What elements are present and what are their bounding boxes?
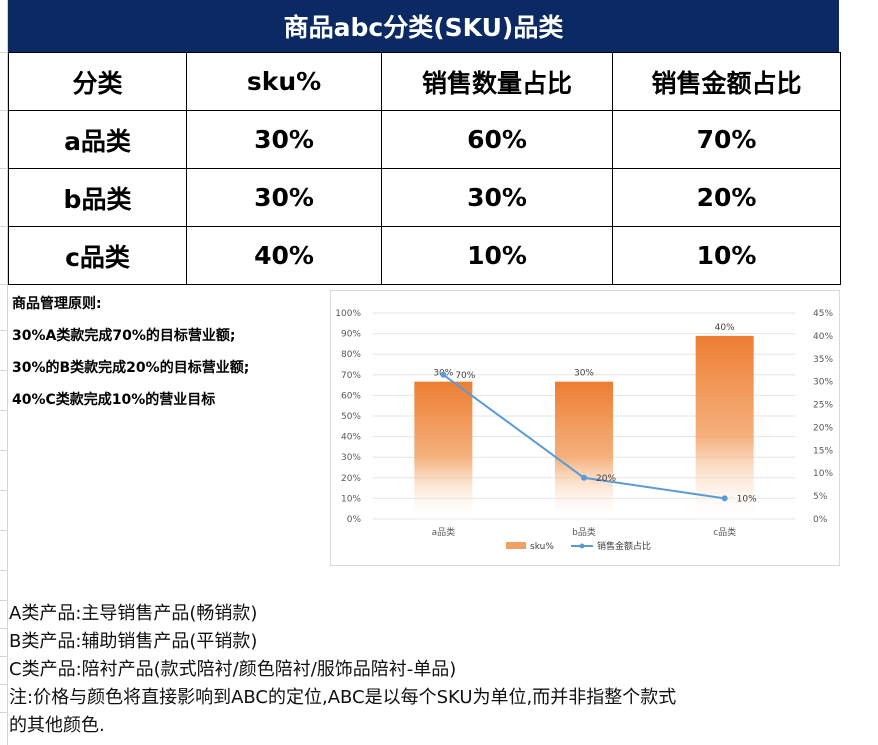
table-row: a品类 30% 60% 70% xyxy=(8,110,841,169)
sheet-title: 商品abc分类(SKU)品类 xyxy=(8,0,839,52)
y-right-tick-label: 5% xyxy=(813,492,828,502)
management-principles: 商品管理原则: 30%A类款完成70%的目标营业额; 30%的B类款完成20%的… xyxy=(12,296,249,424)
y-right-tick-label: 0% xyxy=(813,515,828,525)
y-right-tick-label: 25% xyxy=(813,401,833,411)
x-category-label: b品类 xyxy=(572,526,596,538)
line-point xyxy=(721,495,728,502)
y-left-tick-label: 10% xyxy=(341,494,361,504)
y-right-tick-label: 20% xyxy=(813,423,833,433)
line-point xyxy=(581,474,587,481)
legend-swatch-sku xyxy=(506,542,526,549)
line-data-label: 20% xyxy=(596,474,616,484)
header-cell[interactable]: 分类 xyxy=(8,52,187,111)
note-line[interactable]: B类产品:辅助销售产品(平销款) xyxy=(9,631,258,652)
table-cell[interactable]: 10% xyxy=(381,226,613,285)
legend-swatch-marker xyxy=(579,543,585,549)
x-category-label: c品类 xyxy=(713,526,736,538)
bar-sku xyxy=(555,381,613,519)
y-left-tick-label: 90% xyxy=(341,330,361,340)
y-left-tick-label: 70% xyxy=(341,371,361,381)
bar-data-label: 30% xyxy=(574,369,594,379)
header-cell[interactable]: sku% xyxy=(186,52,382,111)
bar-data-label: 40% xyxy=(715,323,735,333)
table-cell[interactable]: 70% xyxy=(612,110,841,169)
header-cell[interactable]: 销售金额占比 xyxy=(612,52,841,111)
y-left-tick-label: 20% xyxy=(341,474,361,484)
table-cell[interactable]: 30% xyxy=(186,110,382,169)
legend-label: sku% xyxy=(530,542,554,552)
y-left-tick-label: 80% xyxy=(341,350,361,360)
table-header-row: 分类 sku% 销售数量占比 销售金额占比 xyxy=(8,52,841,111)
table-row: c品类 40% 10% 10% xyxy=(8,226,841,285)
table-cell[interactable]: 30% xyxy=(186,168,382,227)
principle-line[interactable]: 30%A类款完成70%的目标营业额; xyxy=(12,328,236,344)
x-category-label: a品类 xyxy=(432,526,456,538)
abc-classification-table: 分类 sku% 销售数量占比 销售金额占比 a品类 30% 60% 70% b品… xyxy=(8,52,841,285)
table-cell[interactable]: c品类 xyxy=(8,226,187,285)
table-cell[interactable]: b品类 xyxy=(8,168,187,227)
y-left-tick-label: 60% xyxy=(341,391,361,401)
table-cell[interactable]: 60% xyxy=(381,110,613,169)
chart-svg: 0% 10% 20% 30% 40% 50% 60% 70% 80% 90% 100% 0% 5% 10%… xyxy=(335,309,833,552)
y-left-tick-label: 40% xyxy=(341,433,361,443)
note-line[interactable]: C类产品:陪衬产品(款式陪衬/颜色陪衬/服饰品陪衬-单品) xyxy=(9,659,457,680)
line-data-label: 10% xyxy=(737,494,757,504)
principles-heading[interactable]: 商品管理原则: xyxy=(12,296,102,312)
principle-line[interactable]: 30%的B类款完成20%的目标营业额; xyxy=(12,360,250,376)
category-notes: A类产品:主导销售产品(畅销款) B类产品:辅助销售产品(平销款) C类产品:陪… xyxy=(9,600,676,740)
y-right-tick-label: 40% xyxy=(813,332,833,342)
header-cell[interactable]: 销售数量占比 xyxy=(381,52,613,111)
line-point xyxy=(440,371,447,378)
combo-chart[interactable]: 0% 10% 20% 30% 40% 50% 60% 70% 80% 90% 100% 0% 5% 10%… xyxy=(330,290,840,566)
note-line[interactable]: 注:价格与颜色将直接影响到ABC的定位,ABC是以每个SKU为单位,而并非指整个… xyxy=(9,687,677,708)
y-right-tick-label: 45% xyxy=(813,309,833,319)
y-right-tick-label: 15% xyxy=(813,446,833,456)
table-row: b品类 30% 30% 20% xyxy=(8,168,841,227)
y-right-tick-label: 35% xyxy=(813,355,833,365)
spreadsheet-gridlines xyxy=(0,0,16,745)
table-cell[interactable]: 20% xyxy=(612,168,841,227)
table-cell[interactable]: a品类 xyxy=(8,110,187,169)
legend-label: 销售金额占比 xyxy=(597,540,651,552)
y-left-tick-label: 100% xyxy=(335,309,361,319)
bar-sku xyxy=(695,335,754,519)
bar-sku xyxy=(414,381,473,519)
principle-line[interactable]: 40%C类款完成10%的营业目标 xyxy=(12,392,216,408)
table-cell[interactable]: 10% xyxy=(612,226,841,285)
note-line[interactable]: A类产品:主导销售产品(畅销款) xyxy=(9,603,258,624)
table-cell[interactable]: 30% xyxy=(381,168,613,227)
y-right-tick-label: 30% xyxy=(813,378,833,388)
y-left-tick-label: 50% xyxy=(341,412,361,422)
y-right-tick-label: 10% xyxy=(813,469,833,479)
table-cell[interactable]: 40% xyxy=(186,226,382,285)
note-line[interactable]: 的其他颜色. xyxy=(9,715,105,736)
y-left-tick-label: 30% xyxy=(341,453,361,463)
line-data-label: 70% xyxy=(455,371,475,381)
y-left-tick-label: 0% xyxy=(347,515,362,525)
